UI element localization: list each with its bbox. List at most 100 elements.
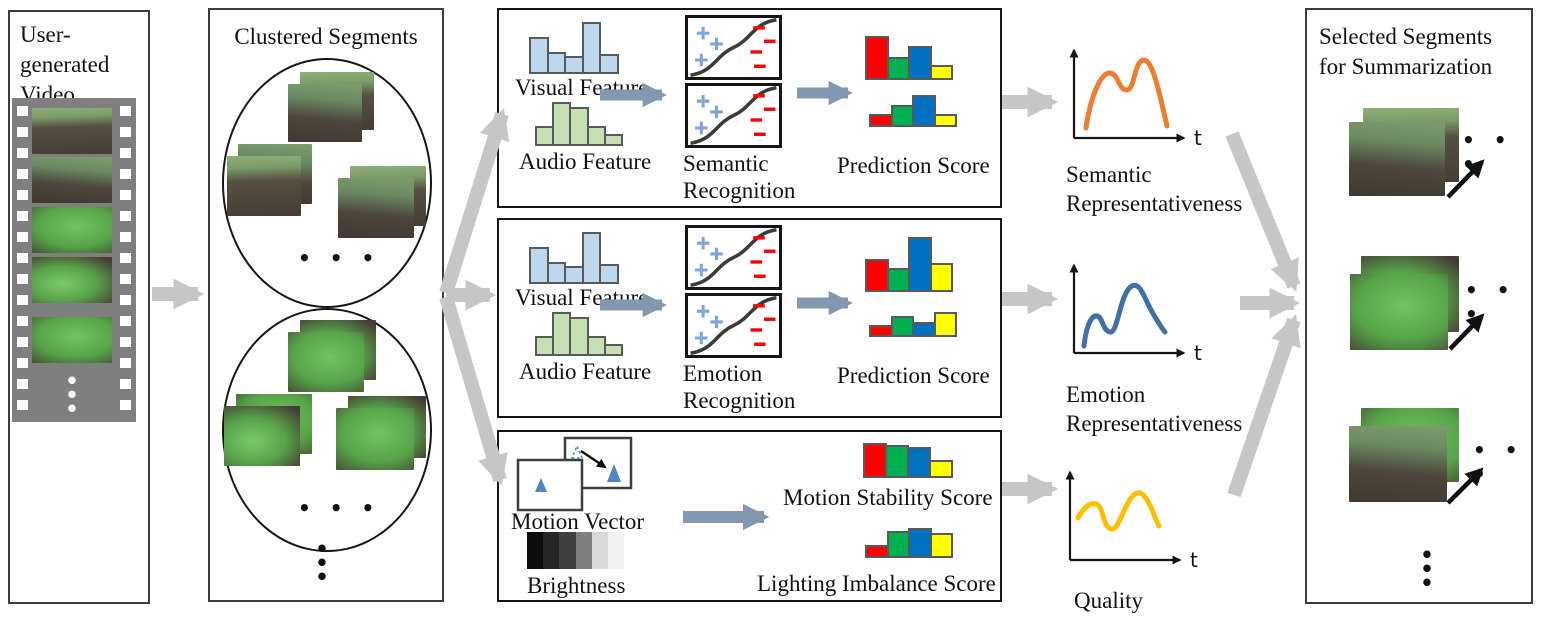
- bar: [869, 324, 893, 337]
- film-sprocket-holes-right: [120, 106, 131, 414]
- semantic-representativeness-label-line1: Semantic: [1066, 162, 1152, 187]
- panel-selected-segments: Selected Segments for Summarization • • …: [1305, 8, 1533, 604]
- arrow-clusters-to-semantic: [439, 108, 510, 296]
- bar: [908, 528, 932, 558]
- semantic-recognition-box: Visual Feature Audio Feature Semantic Re…: [497, 8, 1002, 208]
- visual-feature-label: Visual Feature: [515, 285, 649, 310]
- bar: [929, 262, 953, 292]
- emotion-recognition-label-line2: Recognition: [683, 388, 796, 413]
- time-axis-label: t: [1194, 341, 1202, 365]
- bar: [929, 64, 953, 80]
- lighting-imbalance-label: Lighting Imbalance Score: [757, 571, 996, 596]
- bar: [908, 237, 932, 292]
- emotion-representativeness-label-line2: Representativeness: [1066, 411, 1243, 436]
- lighting-imbalance-chart: [865, 528, 953, 558]
- visual-feature-histogram: [529, 232, 619, 284]
- bar: [869, 113, 893, 127]
- emotion-classifier-visual: [685, 225, 782, 290]
- bar: [581, 232, 602, 284]
- bar: [599, 54, 619, 74]
- bar: [885, 445, 909, 478]
- semantic-prediction-score-label: Prediction Score: [837, 153, 990, 178]
- bar: [863, 443, 887, 478]
- more-selected-segments-dots: • • •: [1420, 543, 1434, 595]
- bar: [599, 264, 619, 284]
- time-axis-label: t: [1194, 126, 1202, 150]
- bar: [890, 105, 914, 127]
- semantic-prediction-chart-bottom: [869, 95, 957, 127]
- emotion-representativeness-label-line1: Emotion: [1066, 382, 1146, 407]
- quality-label: Quality: [1074, 586, 1143, 615]
- bar: [603, 133, 624, 146]
- brightness-cell: [575, 532, 592, 569]
- emotion-curve: [1081, 282, 1168, 349]
- video-frame-thumbnail: [32, 207, 112, 253]
- panel-selected-title-line1: Selected Segments: [1319, 24, 1493, 49]
- brightness-label: Brightness: [527, 573, 626, 598]
- bar: [933, 312, 957, 337]
- panel-selected-title-line2: for Summarization: [1319, 54, 1493, 79]
- more-segments-dots: • • •: [298, 246, 381, 270]
- emotion-recognition-label: Emotion Recognition: [683, 360, 795, 414]
- segment-thumbnail-front: [336, 408, 414, 470]
- semantic-recognition-label-line1: Semantic: [683, 151, 769, 176]
- panel-clustered-segments: Clustered Segments • • • • • • • • •: [208, 8, 444, 602]
- more-selected-dots: • • •: [1473, 438, 1524, 486]
- brightness-cell: [527, 532, 544, 569]
- panel-user-video-title: User-generated Video: [20, 22, 110, 107]
- audio-feature-label: Audio Feature: [519, 359, 652, 384]
- emotion-classifier-audio: [685, 293, 782, 358]
- segment-thumbnail-front: [288, 84, 362, 142]
- brightness-cell: [591, 532, 608, 569]
- segment-thumbnail-front: [224, 406, 300, 466]
- film-sprocket-holes-left: [17, 106, 28, 414]
- cluster-ellipse-2: [222, 308, 432, 552]
- motion-vector-label: Motion Vector: [511, 509, 645, 534]
- bar: [865, 36, 889, 80]
- bar: [581, 22, 602, 74]
- time-axis-label: t: [1190, 548, 1198, 572]
- selected-segment-thumbnail-front: [1349, 426, 1447, 502]
- quality-label-line1: Quality: [1074, 588, 1143, 613]
- semantic-representativeness-plot: t: [1069, 48, 1202, 150]
- video-frame-thumbnail: [32, 108, 112, 154]
- brightness-scale: [527, 532, 625, 569]
- brightness-cell: [543, 532, 560, 569]
- more-clusters-dots: • • •: [315, 537, 329, 589]
- visual-feature-histogram: [529, 22, 619, 74]
- bar: [907, 446, 931, 478]
- panel-selected-title: Selected Segments for Summarization: [1319, 22, 1492, 82]
- selected-segment-thumbnail-front: [1349, 122, 1445, 196]
- video-frame-thumbnail: [32, 257, 112, 303]
- quality-plot: t: [1065, 470, 1198, 572]
- semantic-recognition-label: Semantic Recognition: [683, 150, 795, 204]
- semantic-classifier-audio: [685, 83, 782, 148]
- bar: [886, 56, 910, 80]
- bar: [886, 531, 910, 558]
- visual-feature-label: Visual Feature: [515, 75, 649, 100]
- cluster-ellipse-1: [222, 58, 432, 308]
- bar: [912, 321, 936, 337]
- emotion-prediction-chart-top: [865, 237, 953, 292]
- video-frame-thumbnail: [32, 317, 112, 363]
- bar: [912, 95, 936, 127]
- more-selected-dots: • • •: [1462, 128, 1513, 176]
- emotion-prediction-chart-bottom: [869, 312, 957, 337]
- bar: [865, 259, 889, 292]
- emotion-prediction-score-label: Prediction Score: [837, 363, 990, 388]
- bar: [890, 315, 914, 337]
- arrow-clusters-to-quality: [439, 295, 508, 486]
- bar: [603, 343, 624, 356]
- semantic-classifier-visual: [685, 15, 782, 80]
- semantic-prediction-chart-top: [865, 36, 953, 80]
- panel-clustered-title: Clustered Segments: [234, 24, 418, 49]
- semantic-recognition-label-line2: Recognition: [683, 178, 796, 203]
- panel-user-video: User-generated Video • • •: [8, 10, 150, 604]
- brightness-cell: [607, 532, 625, 569]
- brightness-cell: [559, 532, 576, 569]
- emotion-recognition-box: Visual Feature Audio Feature Emotion Rec…: [497, 218, 1002, 418]
- bar: [865, 545, 889, 558]
- selected-segment-thumbnail-front: [1350, 274, 1448, 350]
- segment-thumbnail-front: [338, 178, 414, 238]
